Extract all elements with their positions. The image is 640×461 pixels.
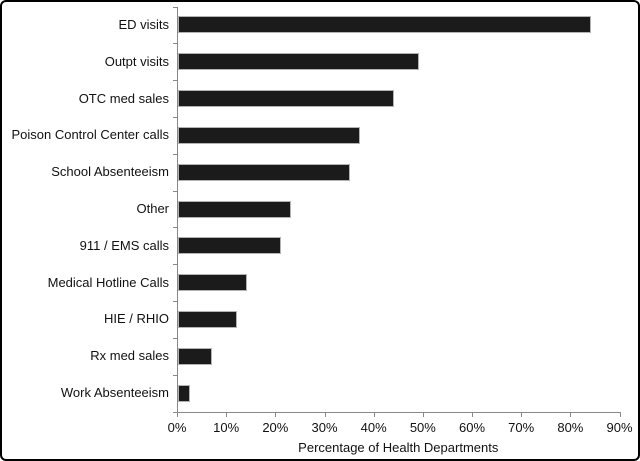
y-tick (173, 116, 177, 118)
bar (178, 200, 292, 218)
x-tick (570, 411, 572, 417)
bar (178, 237, 282, 255)
category-label: Other (136, 201, 169, 216)
category-label: Rx med sales (90, 348, 169, 364)
category-label: 911 / EMS calls (79, 237, 169, 253)
x-tick-label: 50% (409, 419, 436, 435)
bar (178, 310, 237, 328)
category-label: School Absenteeism (51, 164, 169, 180)
category-label: OTC med sales (78, 90, 169, 106)
x-tick (373, 411, 375, 417)
bar (178, 90, 395, 108)
y-tick (173, 190, 177, 192)
y-tick (173, 6, 177, 8)
x-tick-label: 80% (557, 419, 584, 435)
bar (178, 53, 419, 71)
y-tick (173, 301, 177, 303)
category-label: Work Absenteeism (60, 385, 169, 401)
x-tick (275, 411, 277, 417)
x-tick-label: 30% (311, 419, 338, 435)
category-label: Poison Control Center calls (11, 127, 169, 143)
y-tick (173, 411, 177, 413)
x-tick-label: 70% (508, 419, 535, 435)
x-tick (422, 411, 424, 417)
bar (178, 347, 213, 365)
x-axis-title: Percentage of Health Departments (298, 439, 499, 455)
bar (178, 384, 191, 402)
category-label: Outpt visits (104, 53, 169, 69)
category-label: Medical Hotline Calls (47, 274, 169, 290)
x-tick (226, 411, 228, 417)
x-axis-line (177, 411, 621, 413)
category-label: ED visits (118, 16, 169, 32)
x-tick-label: 10% (213, 419, 240, 435)
x-tick (177, 411, 178, 417)
y-axis-line (177, 6, 178, 412)
y-tick (173, 80, 177, 82)
y-tick (173, 337, 177, 339)
y-tick (173, 43, 177, 45)
y-tick (173, 374, 177, 376)
x-tick-label: 20% (262, 419, 289, 435)
x-tick (324, 411, 326, 417)
x-tick-label: 0% (167, 419, 187, 435)
x-tick-label: 60% (459, 419, 486, 435)
x-tick (472, 411, 474, 417)
y-tick (173, 227, 177, 229)
bar (178, 163, 351, 181)
x-tick-label: 90% (606, 419, 633, 435)
x-tick (619, 411, 621, 417)
category-label: HIE / RHIO (103, 311, 169, 327)
y-tick (173, 153, 177, 155)
bar (178, 16, 592, 34)
x-tick-label: 40% (360, 419, 387, 435)
y-tick (173, 264, 177, 266)
bar (178, 126, 360, 144)
bar (178, 274, 247, 292)
x-tick (521, 411, 523, 417)
